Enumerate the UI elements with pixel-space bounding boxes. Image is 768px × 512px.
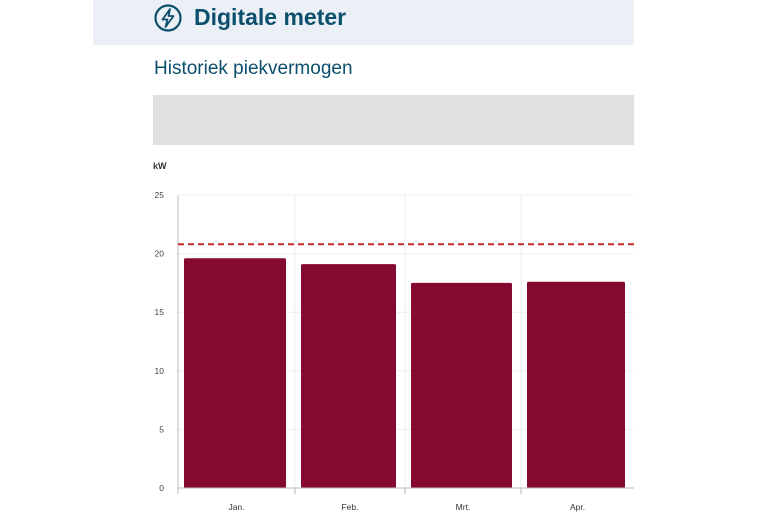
x-tick-label: Feb.	[341, 502, 358, 512]
page-title: Digitale meter	[194, 4, 347, 30]
y-tick-label: 0	[159, 483, 164, 493]
x-tick-label: Mrt.	[456, 502, 471, 512]
y-tick-label: 15	[155, 307, 165, 317]
lightning-bolt-circle-icon	[154, 4, 182, 32]
y-axis-unit: kW	[153, 161, 167, 171]
y-tick-label: 5	[159, 424, 164, 434]
y-tick-label: 25	[155, 190, 165, 200]
app-header: Digitale meter	[93, 0, 634, 45]
x-tick-label: Jan.	[228, 502, 244, 512]
filter-placeholder	[153, 95, 634, 145]
y-tick-label: 10	[155, 366, 165, 376]
section-title: Historiek piekvermogen	[154, 58, 353, 79]
bar	[411, 282, 512, 488]
bar	[527, 281, 625, 488]
y-tick-label: 20	[155, 249, 165, 259]
x-tick-label: Apr.	[570, 502, 585, 512]
bar	[301, 264, 396, 488]
bar	[184, 258, 286, 488]
